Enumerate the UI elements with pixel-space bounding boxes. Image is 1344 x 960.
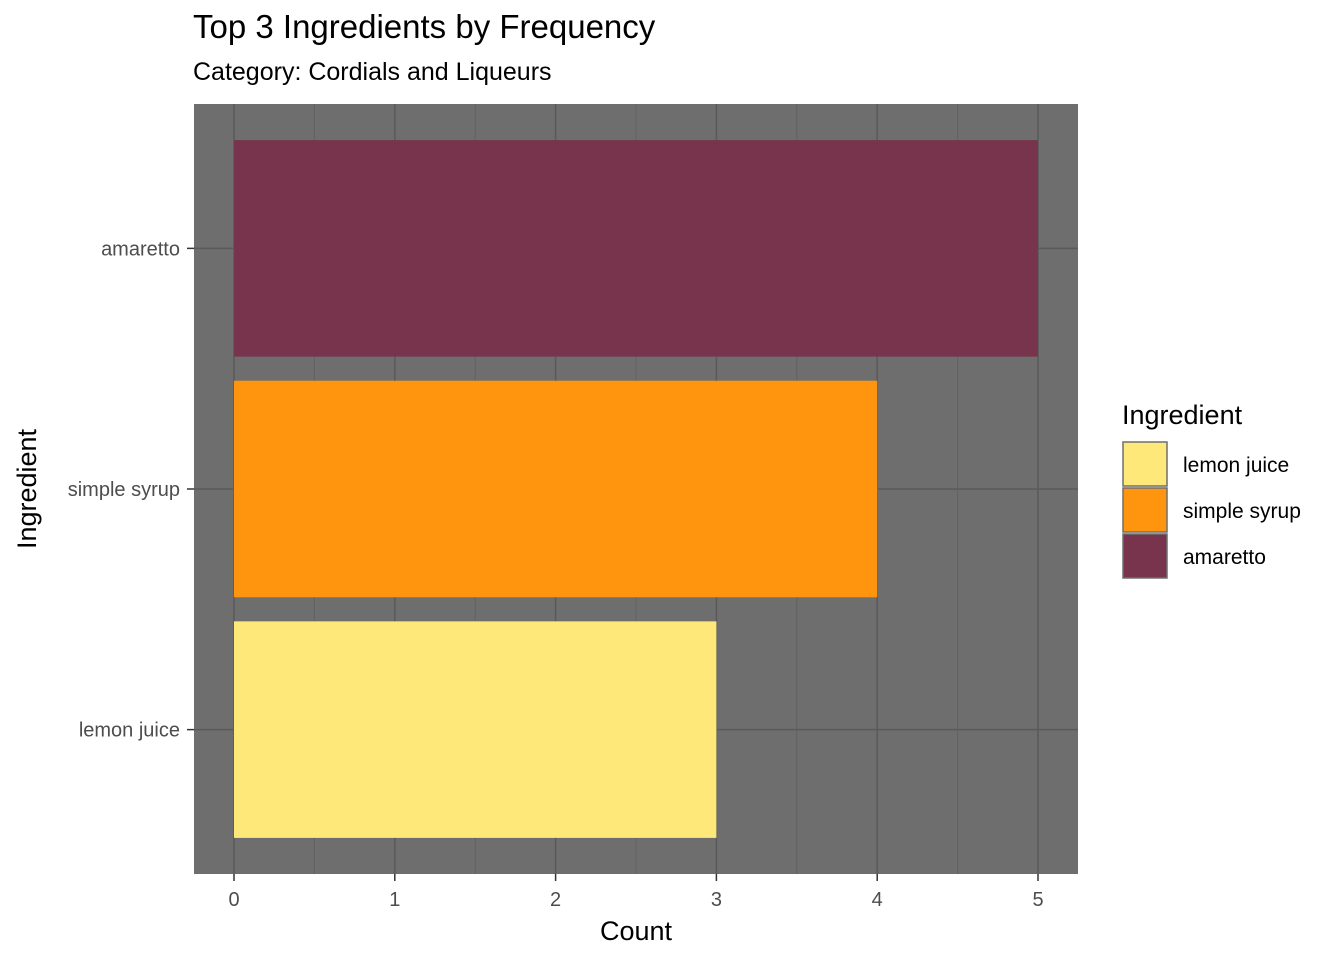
y-tick-label: amaretto	[101, 238, 180, 260]
chart-subtitle: Category: Cordials and Liqueurs	[193, 58, 552, 86]
x-tick-label: 3	[711, 889, 722, 911]
x-axis-title: Count	[600, 916, 673, 946]
bar-amaretto	[234, 140, 1038, 357]
x-axis: 0 1 2 3 4 5	[228, 874, 1044, 911]
x-tick-label: 2	[550, 889, 561, 911]
chart-title: Top 3 Ingredients by Frequency	[193, 8, 656, 45]
legend-key	[1122, 441, 1168, 487]
legend-label: amaretto	[1183, 546, 1266, 569]
y-axis-title: Ingredient	[12, 428, 42, 549]
bar-lemon-juice	[234, 621, 717, 838]
legend: Ingredient lemon juice simple syrup amaret…	[1122, 400, 1301, 579]
x-tick-label: 1	[389, 889, 400, 911]
bars	[234, 140, 1038, 838]
x-tick-label: 4	[872, 889, 883, 911]
bar-simple-syrup	[234, 380, 878, 598]
legend-title: Ingredient	[1122, 400, 1243, 430]
legend-label: lemon juice	[1183, 454, 1289, 477]
y-tick-label: simple syrup	[68, 479, 180, 501]
legend-key	[1122, 487, 1168, 533]
legend-label: simple syrup	[1183, 500, 1301, 523]
y-tick-label: lemon juice	[79, 720, 180, 742]
legend-key	[1122, 533, 1168, 579]
y-axis: lemon juice simple syrup amaretto	[68, 238, 194, 742]
x-tick-label: 0	[228, 889, 239, 911]
x-tick-label: 5	[1032, 889, 1043, 911]
